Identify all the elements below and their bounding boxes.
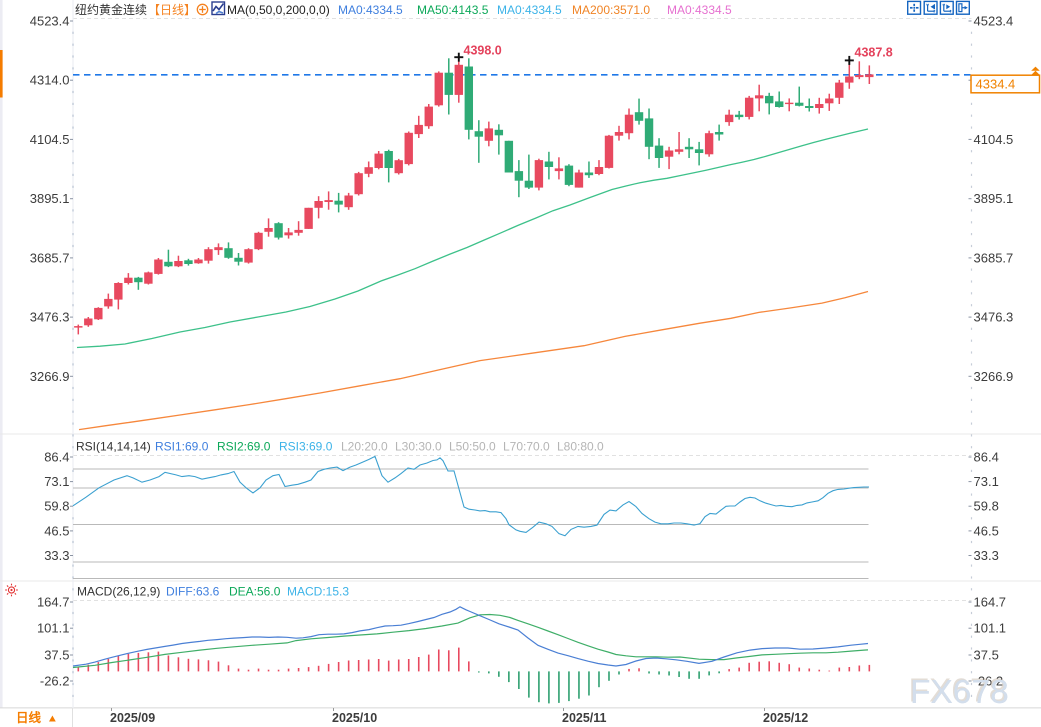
svg-text:MA0:4334.5: MA0:4334.5: [497, 3, 562, 17]
svg-text:2025/12: 2025/12: [763, 711, 808, 725]
svg-text:RSI3:69.0: RSI3:69.0: [279, 440, 333, 454]
svg-text:86.4: 86.4: [974, 450, 999, 465]
svg-text:L30:30.0: L30:30.0: [395, 440, 442, 454]
svg-text:3476.3: 3476.3: [30, 310, 70, 325]
svg-text:33.3: 33.3: [974, 548, 999, 563]
svg-text:纽约黄金连续: 纽约黄金连续: [75, 2, 147, 17]
svg-text:3685.7: 3685.7: [30, 250, 70, 265]
svg-text:4398.0: 4398.0: [464, 44, 502, 58]
svg-text:101.1: 101.1: [974, 621, 1007, 636]
svg-text:37.5: 37.5: [44, 648, 69, 663]
svg-text:59.8: 59.8: [44, 499, 69, 514]
svg-text:L70:70.0: L70:70.0: [503, 440, 550, 454]
svg-text:L20:20.0: L20:20.0: [341, 440, 388, 454]
svg-text:3266.9: 3266.9: [30, 369, 70, 384]
svg-text:4387.8: 4387.8: [855, 46, 893, 60]
svg-text:【日线】: 【日线】: [148, 3, 196, 17]
svg-text:FX678: FX678: [909, 673, 1008, 710]
svg-text:DIFF:63.6: DIFF:63.6: [166, 585, 220, 599]
svg-text:DEA:56.0: DEA:56.0: [229, 585, 281, 599]
svg-text:164.7: 164.7: [37, 595, 70, 610]
svg-text:4523.4: 4523.4: [974, 14, 1014, 29]
svg-text:4314.0: 4314.0: [30, 73, 70, 88]
svg-text:4523.4: 4523.4: [30, 14, 70, 29]
svg-text:RSI(14,14,14): RSI(14,14,14): [76, 440, 151, 454]
svg-text:MA(0,50,0,200,0,0): MA(0,50,0,200,0,0): [227, 3, 330, 17]
svg-text:2025/10: 2025/10: [332, 711, 377, 725]
svg-text:MACD(26,12,9): MACD(26,12,9): [77, 585, 160, 599]
svg-text:FX678: FX678: [910, 674, 1009, 711]
svg-text:MA50:4143.5: MA50:4143.5: [417, 3, 489, 17]
svg-text:3685.7: 3685.7: [974, 250, 1014, 265]
svg-text:-26.2: -26.2: [974, 674, 1004, 689]
svg-text:46.5: 46.5: [44, 523, 69, 538]
svg-text:4104.5: 4104.5: [30, 132, 70, 147]
svg-text:4334.4: 4334.4: [976, 77, 1016, 92]
svg-text:L50:50.0: L50:50.0: [449, 440, 496, 454]
svg-text:33.3: 33.3: [44, 548, 69, 563]
svg-text:46.5: 46.5: [974, 523, 999, 538]
svg-text:MA200:3571.0: MA200:3571.0: [572, 3, 650, 17]
svg-text:101.1: 101.1: [37, 621, 70, 636]
svg-text:73.1: 73.1: [44, 474, 69, 489]
svg-text:日线: 日线: [16, 710, 42, 725]
svg-text:37.5: 37.5: [974, 648, 999, 663]
svg-text:4104.5: 4104.5: [974, 132, 1014, 147]
svg-text:73.1: 73.1: [974, 474, 999, 489]
svg-text:3895.1: 3895.1: [30, 191, 70, 206]
svg-text:L80:80.0: L80:80.0: [557, 440, 604, 454]
svg-text:MACD:15.3: MACD:15.3: [287, 585, 349, 599]
svg-text:FX678: FX678: [910, 674, 1009, 711]
svg-text:RSI1:69.0: RSI1:69.0: [155, 440, 209, 454]
svg-text:MA0:4334.5: MA0:4334.5: [338, 3, 403, 17]
svg-text:-26.2: -26.2: [40, 674, 70, 689]
svg-text:86.4: 86.4: [44, 450, 69, 465]
svg-text:164.7: 164.7: [974, 595, 1007, 610]
svg-text:3476.3: 3476.3: [974, 310, 1014, 325]
svg-text:2025/09: 2025/09: [110, 711, 155, 725]
svg-text:MA0:4334.5: MA0:4334.5: [667, 3, 732, 17]
svg-text:3266.9: 3266.9: [974, 369, 1014, 384]
svg-text:59.8: 59.8: [974, 499, 999, 514]
svg-text:3895.1: 3895.1: [974, 191, 1014, 206]
svg-text:2025/11: 2025/11: [562, 711, 607, 725]
svg-text:RSI2:69.0: RSI2:69.0: [217, 440, 271, 454]
